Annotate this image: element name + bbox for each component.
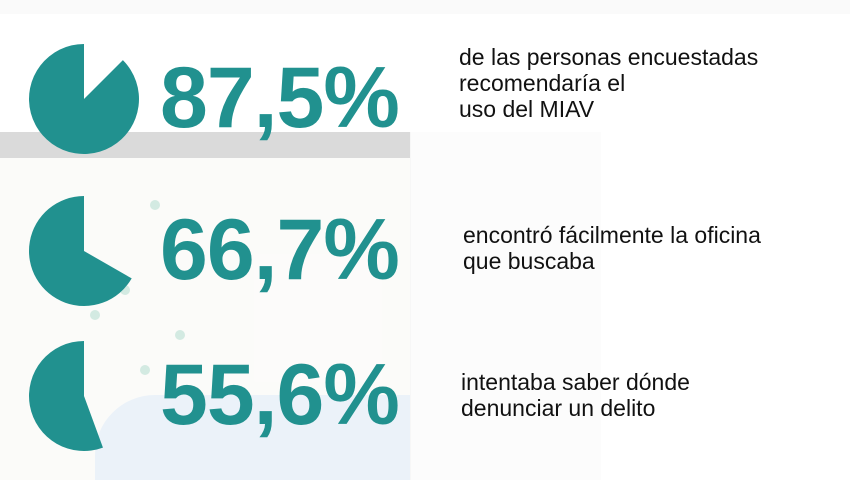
description-line: recomendaría el <box>459 70 626 96</box>
description-line: de las personas encuestadas <box>459 44 759 70</box>
stat-description: de las personas encuestadas recomendaría… <box>459 44 758 122</box>
map-pin-icon <box>90 310 100 320</box>
description-line: denunciar un delito <box>461 395 656 421</box>
description-line: uso del MIAV <box>459 96 595 122</box>
background-top-bar <box>0 0 850 14</box>
percentage-label: 87,5% <box>160 50 400 146</box>
stat-description: encontró fácilmente la oficina que busca… <box>463 222 761 274</box>
pie-chart <box>28 43 140 155</box>
stat-item: 66,7% encontró fácilmente la oficina que… <box>0 195 850 307</box>
stat-item: 55,6% intentaba saber dónde denunciar un… <box>0 340 850 452</box>
map-pin-icon <box>175 330 185 340</box>
pie-slice <box>29 341 103 451</box>
stat-item: 87,5% de las personas encuestadas recome… <box>0 43 850 155</box>
pie-chart <box>28 340 140 452</box>
percentage-label: 55,6% <box>160 347 400 443</box>
percentage-label: 66,7% <box>160 202 400 298</box>
pie-chart <box>28 195 140 307</box>
pie-slice <box>29 196 132 306</box>
stat-description: intentaba saber dónde denunciar un delit… <box>461 369 690 421</box>
description-line: intentaba saber dónde <box>461 369 690 395</box>
description-line: encontró fácilmente la oficina <box>463 222 761 248</box>
description-line: que buscaba <box>463 248 595 274</box>
pie-slice <box>28 44 139 154</box>
